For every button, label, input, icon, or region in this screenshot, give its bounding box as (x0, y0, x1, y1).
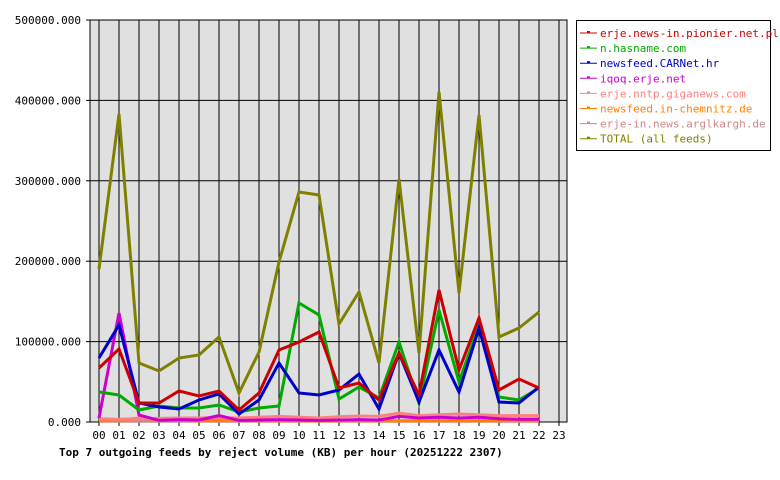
y-tick-label: 200000.000 (15, 255, 81, 268)
x-tick-label: 21 (512, 429, 525, 442)
legend-label: erje.nntp.giganews.com (600, 87, 746, 100)
legend-marker-icon (587, 61, 590, 64)
x-tick-label: 23 (552, 429, 565, 442)
legend-label: n.hasname.com (600, 42, 686, 55)
legend-label: iqoq.erje.net (600, 72, 686, 85)
x-tick-label: 01 (112, 429, 125, 442)
y-axis-ticks: 0.000 100000.000 200000.000 300000.000 40000… (15, 14, 90, 429)
legend: erje.news-in.pionier.net.pl n.hasname.com… (576, 20, 779, 151)
x-tick-label: 08 (252, 429, 265, 442)
x-tick-label: 17 (432, 429, 445, 442)
x-tick-label: 18 (452, 429, 465, 442)
legend-item: n.hasname.com (580, 42, 686, 55)
legend-item: iqoq.erje.net (580, 72, 686, 85)
legend-marker-icon (587, 121, 590, 124)
series-line-0 (97, 289, 540, 413)
y-tick-label: 100000.000 (15, 336, 81, 349)
x-tick-label: 02 (132, 429, 145, 442)
x-tick-label: 20 (492, 429, 505, 442)
legend-label: newsfeed.CARNet.hr (600, 57, 720, 70)
series-line-7 (97, 91, 540, 397)
x-tick-label: 19 (472, 429, 485, 442)
x-tick-label: 05 (192, 429, 205, 442)
x-tick-label: 04 (172, 429, 186, 442)
legend-marker-icon (587, 91, 590, 94)
legend-item: erje.news-in.pionier.net.pl (580, 27, 779, 40)
x-axis-ticks: 00 01 02 03 04 05 06 07 08 09 10 11 12 13 14 15 16 17 18 19… (92, 422, 566, 442)
x-tick-label: 12 (332, 429, 345, 442)
legend-marker-icon (587, 106, 590, 109)
series-line-2 (97, 321, 540, 416)
legend-marker-icon (587, 136, 590, 139)
y-tick-label: 500000.000 (15, 14, 81, 27)
x-tick-label: 10 (292, 429, 305, 442)
legend-item: erje-in.news.arglkargh.de (580, 118, 766, 131)
series-line-3 (97, 312, 539, 422)
x-tick-label: 16 (412, 429, 425, 442)
x-tick-label: 14 (372, 429, 386, 442)
legend-item: newsfeed.in-chemnitz.de (580, 103, 752, 116)
x-tick-label: 00 (92, 429, 105, 442)
legend-marker-icon (587, 46, 590, 49)
legend-label: TOTAL (all feeds) (600, 133, 713, 146)
x-tick-label: 13 (352, 429, 365, 442)
y-tick-label: 300000.000 (15, 175, 81, 188)
legend-marker-icon (587, 31, 590, 33)
legend-label: newsfeed.in-chemnitz.de (600, 103, 752, 116)
x-tick-label: 07 (232, 429, 245, 442)
series-line-4 (98, 411, 539, 421)
x-tick-label: 03 (152, 429, 165, 442)
legend-label: erje-in.news.arglkargh.de (600, 118, 766, 131)
grid-lines (90, 19, 567, 423)
x-tick-label: 22 (532, 429, 545, 442)
chart-title: Top 7 outgoing feeds by reject volume (K… (59, 446, 503, 459)
x-tick-label: 06 (212, 429, 225, 442)
legend-item: TOTAL (all feeds) (580, 133, 713, 146)
x-tick-label: 15 (392, 429, 405, 442)
y-tick-label: 400000.000 (15, 94, 81, 107)
legend-label: erje.news-in.pionier.net.pl (600, 27, 779, 40)
x-tick-label: 11 (312, 429, 325, 442)
legend-marker-icon (587, 76, 590, 79)
legend-item: erje.nntp.giganews.com (580, 87, 746, 100)
y-tick-label: 0.000 (48, 416, 81, 429)
series-lines (97, 91, 540, 423)
x-tick-label: 09 (272, 429, 285, 442)
legend-box (576, 20, 771, 151)
legend-item: newsfeed.CARNet.hr (580, 57, 720, 70)
